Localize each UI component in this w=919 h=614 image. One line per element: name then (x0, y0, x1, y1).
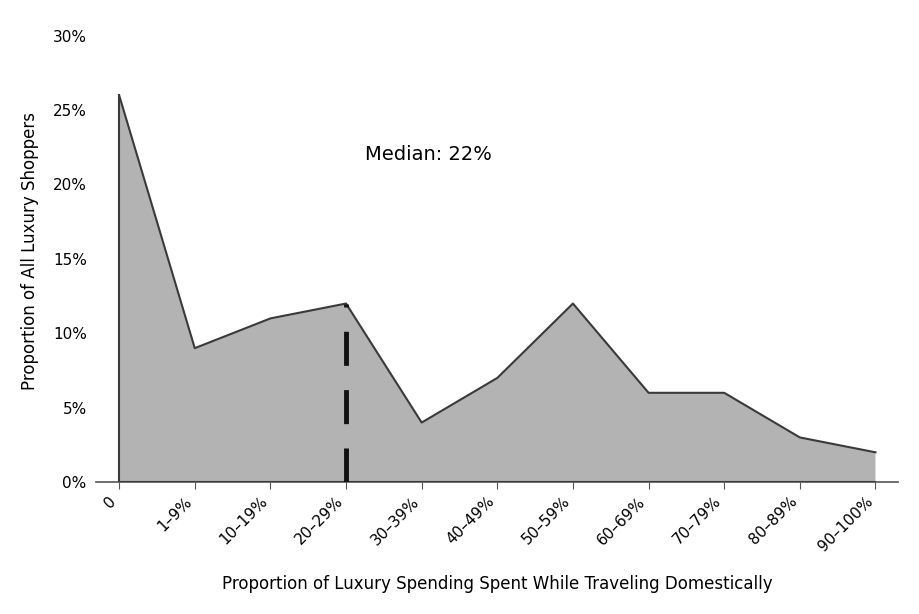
Text: Median: 22%: Median: 22% (365, 146, 492, 164)
Y-axis label: Proportion of All Luxury Shoppers: Proportion of All Luxury Shoppers (21, 112, 39, 391)
Polygon shape (119, 95, 876, 482)
X-axis label: Proportion of Luxury Spending Spent While Traveling Domestically: Proportion of Luxury Spending Spent Whil… (222, 575, 773, 593)
